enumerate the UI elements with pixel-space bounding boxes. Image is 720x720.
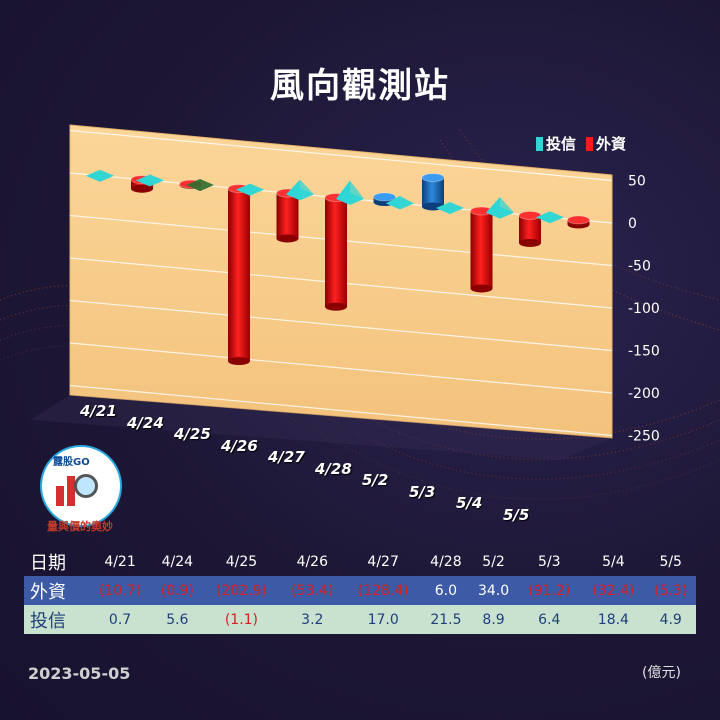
table-row-date: 日期 4/21 4/24 4/25 4/26 4/27 4/28 5/2 5/3 5/4 5/5 [24, 547, 696, 576]
foreign-cell: 6.0 [434, 582, 458, 599]
date-cell: 4/25 [225, 553, 258, 570]
foreign-cell: (202.9) [215, 582, 267, 599]
x-tick-label: 4/24 [127, 413, 164, 432]
y-tick-label: 0 [628, 216, 637, 232]
x-tick-label: 4/27 [268, 448, 305, 466]
foreign-bar [421, 173, 445, 211]
date-cell: 5/4 [602, 553, 625, 570]
legend-trust-swatch [536, 137, 543, 151]
gridline [69, 342, 613, 394]
y-axis-ticks: 50 0 -50 -100 -150 -200 -250 [628, 174, 660, 445]
foreign-cell: (128.4) [357, 582, 409, 599]
legend-foreign: 外資 [586, 133, 626, 154]
trust-pyramid [486, 197, 514, 219]
legend: 投信 外資 [536, 133, 626, 154]
foreign-cell: (0.9) [160, 582, 194, 599]
x-tick-label: 4/26 [221, 436, 258, 455]
table-row-trust: 投信 0.7 5.6 (1.1) 3.2 17.0 21.5 8.9 6.4 18.4 4.9 [24, 605, 696, 634]
bars [86, 169, 590, 366]
legend-trust: 投信 [536, 133, 576, 154]
trust-pyramid [536, 211, 564, 224]
trust-pyramid [436, 202, 464, 215]
logo-bar [56, 486, 64, 506]
y-tick-label: -250 [628, 429, 660, 445]
plot-floor [30, 395, 612, 460]
date-cell: 4/28 [430, 553, 462, 570]
gridline [69, 299, 613, 352]
y-tick-label: -50 [628, 259, 651, 275]
date-cell: 4/26 [296, 553, 329, 570]
trust-cell: (1.1) [224, 611, 259, 628]
date-cell: 4/24 [161, 553, 194, 570]
y-tick-label: 50 [628, 174, 646, 190]
trust-cell: 0.7 [108, 611, 132, 628]
trust-cell: 18.4 [597, 611, 629, 628]
foreign-cell: 34.0 [477, 582, 510, 599]
foreign-cell: (10.7) [98, 582, 142, 599]
unit-label: (億元) [642, 665, 681, 681]
chart-title: 風向觀測站 [270, 66, 450, 106]
trust-pyramid [86, 169, 114, 182]
trust-cell: 8.9 [482, 611, 505, 628]
trust-cell: 3.2 [301, 611, 324, 628]
foreign-cell: (5.3) [654, 582, 688, 599]
logo: 露股GO 量與價的奧妙 [30, 440, 130, 533]
logo-subtitle: 量與價的奧妙 [47, 520, 113, 533]
trust-cell: 5.6 [166, 611, 189, 628]
date-cell: 5/3 [538, 553, 561, 570]
row-header-date: 日期 [30, 552, 66, 574]
row-header-foreign: 外資 [30, 581, 66, 603]
report-date: 2023-05-05 [28, 664, 131, 683]
gridline [69, 129, 613, 182]
x-tick-label: 5/3 [409, 482, 436, 501]
trust-pyramid [386, 195, 414, 210]
foreign-bar [567, 215, 590, 229]
foreign-cell: (91.2) [528, 582, 571, 599]
logo-bar [67, 476, 75, 506]
gridline [69, 384, 613, 437]
y-tick-label: -150 [628, 344, 660, 360]
data-table: 日期 4/21 4/24 4/25 4/26 4/27 4/28 5/2 5/3 5/4 5/5 … [24, 547, 696, 634]
x-tick-label: 4/25 [174, 425, 211, 443]
trust-cell: 21.5 [430, 611, 462, 628]
date-cell: 4/27 [367, 553, 399, 570]
table-row-foreign: 外資 (10.7) (0.9) (202.9) (53.4) (128.4) 6.0 34.… [24, 576, 696, 605]
trust-cell: 6.4 [538, 611, 561, 628]
foreign-cell: (53.4) [291, 582, 334, 599]
x-tick-label: 5/2 [362, 471, 389, 489]
trust-pyramid [186, 178, 214, 191]
foreign-bar [324, 193, 348, 311]
magnifier-icon [74, 474, 98, 498]
trust-pyramid [136, 174, 164, 187]
x-tick-label: 5/4 [456, 494, 483, 512]
foreign-cell: (32.4) [592, 582, 635, 599]
row-header-trust: 投信 [30, 610, 66, 632]
date-cell: 5/2 [482, 553, 505, 570]
x-tick-label: 4/28 [315, 459, 352, 478]
foreign-bar [518, 210, 542, 247]
y-tick-label: -200 [628, 386, 660, 402]
trust-pyramid [286, 179, 314, 201]
x-tick-label: 5/5 [503, 505, 530, 524]
trust-cell: 4.9 [659, 611, 682, 628]
date-cell: 4/21 [104, 553, 136, 570]
foreign-bar [470, 206, 493, 293]
trust-cell: 17.0 [367, 611, 399, 628]
x-tick-label: 4/21 [80, 402, 117, 420]
y-tick-label: -100 [628, 301, 660, 317]
foreign-bar [227, 184, 251, 366]
legend-foreign-swatch [586, 137, 594, 151]
date-cell: 5/5 [659, 553, 682, 570]
trust-pyramid [236, 183, 264, 196]
trust-pyramid [336, 180, 364, 205]
logo-brand: 露股GO [53, 457, 90, 468]
